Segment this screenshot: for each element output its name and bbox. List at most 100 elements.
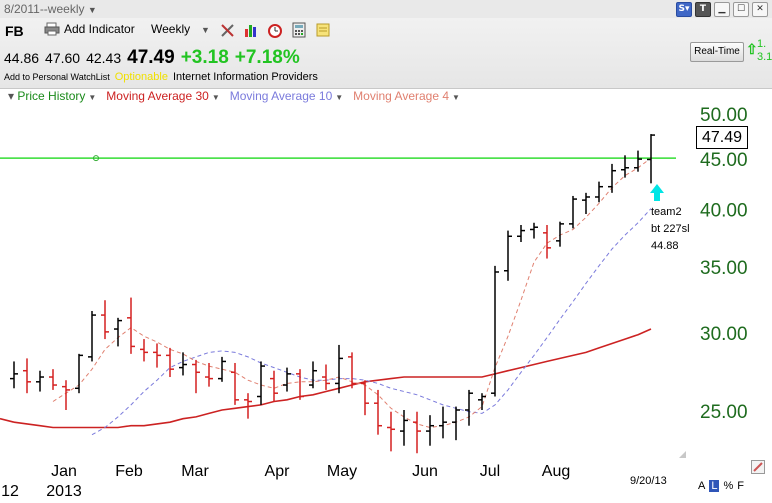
symbol-label[interactable]: FB <box>5 23 24 39</box>
ohlc-bar <box>244 393 252 419</box>
y-tick-label: 35.00 <box>700 258 748 279</box>
last-price-box: 47.49 <box>696 126 748 149</box>
ohlc-bar <box>621 155 629 178</box>
top-toolbar: 8/2011--weekly ▼ S▾ T ▁ ☐ ✕ FB Add Indic… <box>0 0 772 89</box>
alarm-clock-icon[interactable] <box>267 22 283 38</box>
annotation-text: 44.88 <box>651 240 679 252</box>
scroll-marker-icon <box>679 451 686 458</box>
ohlc-bar <box>296 369 304 400</box>
ohlc-bar <box>23 358 31 394</box>
ohlc-bar <box>504 230 512 281</box>
indicator-legend: ▾ Price History ▼ Moving Average 30 ▼ Moving… <box>8 89 460 103</box>
ohlc-bar <box>569 195 577 229</box>
ohlc-bar <box>387 411 395 452</box>
y-tick-label: 40.00 <box>700 201 748 222</box>
up-arrow-icon: ⇧ <box>746 41 758 57</box>
window-title-text: 8/2011--weekly <box>4 2 85 16</box>
ohlc-bar <box>413 411 421 454</box>
legend-item-3[interactable]: Moving Average 4 ▼ <box>353 89 460 103</box>
realtime-value-2: 3.1 <box>757 51 772 63</box>
x-year-label: 12 <box>1 483 19 500</box>
ohlc-bar <box>530 222 538 239</box>
ohlc-bar <box>595 181 603 203</box>
ohlc-bar <box>426 415 434 446</box>
legend-item-1[interactable]: Moving Average 30 ▼ <box>106 89 219 103</box>
footer-pct[interactable]: % <box>723 480 734 492</box>
series-line-ma-1 <box>91 208 652 436</box>
quote-line: 44.86 47.60 42.43 47.49 +3.18 +7.18% <box>4 47 300 69</box>
ohlc-bar <box>270 370 278 402</box>
footer-a[interactable]: A <box>698 480 706 492</box>
ohlc-bar <box>335 344 343 394</box>
close-icon[interactable]: ✕ <box>752 2 768 17</box>
ohlc-bar <box>10 361 18 389</box>
legend-label: Price History <box>17 89 86 103</box>
period-select[interactable]: Weekly ▼ <box>151 22 210 36</box>
ohlc-bar <box>62 380 70 410</box>
ohlc-bar <box>140 339 148 362</box>
ohlc-bar <box>465 389 473 426</box>
y-tick-label: 30.00 <box>700 324 748 345</box>
ohlc-bar <box>309 361 317 389</box>
x-tick-label: Jan <box>51 463 77 480</box>
date-stamp: 9/20/13 <box>630 475 667 487</box>
ohlc-bar <box>322 364 330 390</box>
ohlc-bar <box>491 265 499 397</box>
ohlc-bar <box>361 380 369 416</box>
ohlc-bar <box>114 317 122 347</box>
optionable-label: Optionable <box>114 71 168 83</box>
ohlc-bar <box>582 192 590 215</box>
annotation-arrow-icon <box>650 184 664 201</box>
window-title[interactable]: 8/2011--weekly ▼ <box>4 2 97 16</box>
pencil-icon[interactable] <box>751 460 765 474</box>
series-line-ma30-left <box>0 417 15 423</box>
maximize-icon[interactable]: ☐ <box>733 2 749 17</box>
y-tick-label: 25.00 <box>700 402 748 423</box>
chevron-down-icon: ▼ <box>335 93 344 102</box>
note-icon[interactable] <box>315 22 331 38</box>
ohlc-bar <box>127 297 135 354</box>
quote-last: 47.49 <box>127 47 175 68</box>
ohlc-bar <box>88 310 96 362</box>
realtime-value-1: 1. <box>757 38 767 50</box>
footer-f[interactable]: F <box>737 480 744 492</box>
ohlc-bar <box>556 221 564 247</box>
x-tick-label: Jun <box>412 463 438 480</box>
quote-low: 42.43 <box>86 50 122 66</box>
add-to-watchlist-link[interactable]: Add to Personal WatchList <box>4 72 110 82</box>
add-indicator-button[interactable]: Add Indicator <box>44 22 135 36</box>
legend-item-0[interactable]: ▾ Price History ▼ <box>8 89 96 103</box>
y-tick-label: 45.00 <box>700 150 748 171</box>
x-tick-label: Apr <box>265 463 291 480</box>
tools-icon[interactable] <box>220 22 236 38</box>
realtime-button[interactable]: Real-Time <box>690 42 744 62</box>
info-line: Add to Personal WatchList Optionable Int… <box>4 71 318 83</box>
ohlc-bar <box>439 406 447 439</box>
ohlc-bar <box>257 361 265 405</box>
x-tick-label: Aug <box>542 463 570 480</box>
ohlc-bar <box>400 410 408 446</box>
ohlc-bar <box>283 367 291 392</box>
annotation-text: bt 227sl <box>651 223 690 235</box>
legend-label: Moving Average 30 <box>106 89 209 103</box>
ohlc-bar <box>192 359 200 394</box>
title-bar: 8/2011--weekly ▼ S▾ T ▁ ☐ ✕ <box>0 0 772 18</box>
chevron-down-icon: ▼ <box>452 93 460 102</box>
s-logo-icon[interactable]: S▾ <box>676 2 692 17</box>
legend-item-2[interactable]: Moving Average 10 ▼ <box>230 89 343 103</box>
calculator-icon[interactable] <box>291 22 307 38</box>
bar-chart-icon[interactable] <box>243 22 259 38</box>
ohlc-bar <box>634 150 642 172</box>
footer-l[interactable]: L <box>709 480 720 492</box>
ohlc-bar <box>101 300 109 340</box>
y-tick-label: 50.00 <box>700 105 748 126</box>
industry-label: Internet Information Providers <box>172 71 318 83</box>
t-menu-icon[interactable]: T <box>695 2 711 17</box>
minimize-icon[interactable]: ▁ <box>714 2 730 17</box>
x-tick-label: Feb <box>115 463 143 480</box>
ohlc-bar <box>218 356 226 382</box>
ohlc-bar <box>153 343 161 368</box>
ohlc-bar <box>49 369 57 390</box>
legend-label: Moving Average 10 <box>229 89 333 103</box>
